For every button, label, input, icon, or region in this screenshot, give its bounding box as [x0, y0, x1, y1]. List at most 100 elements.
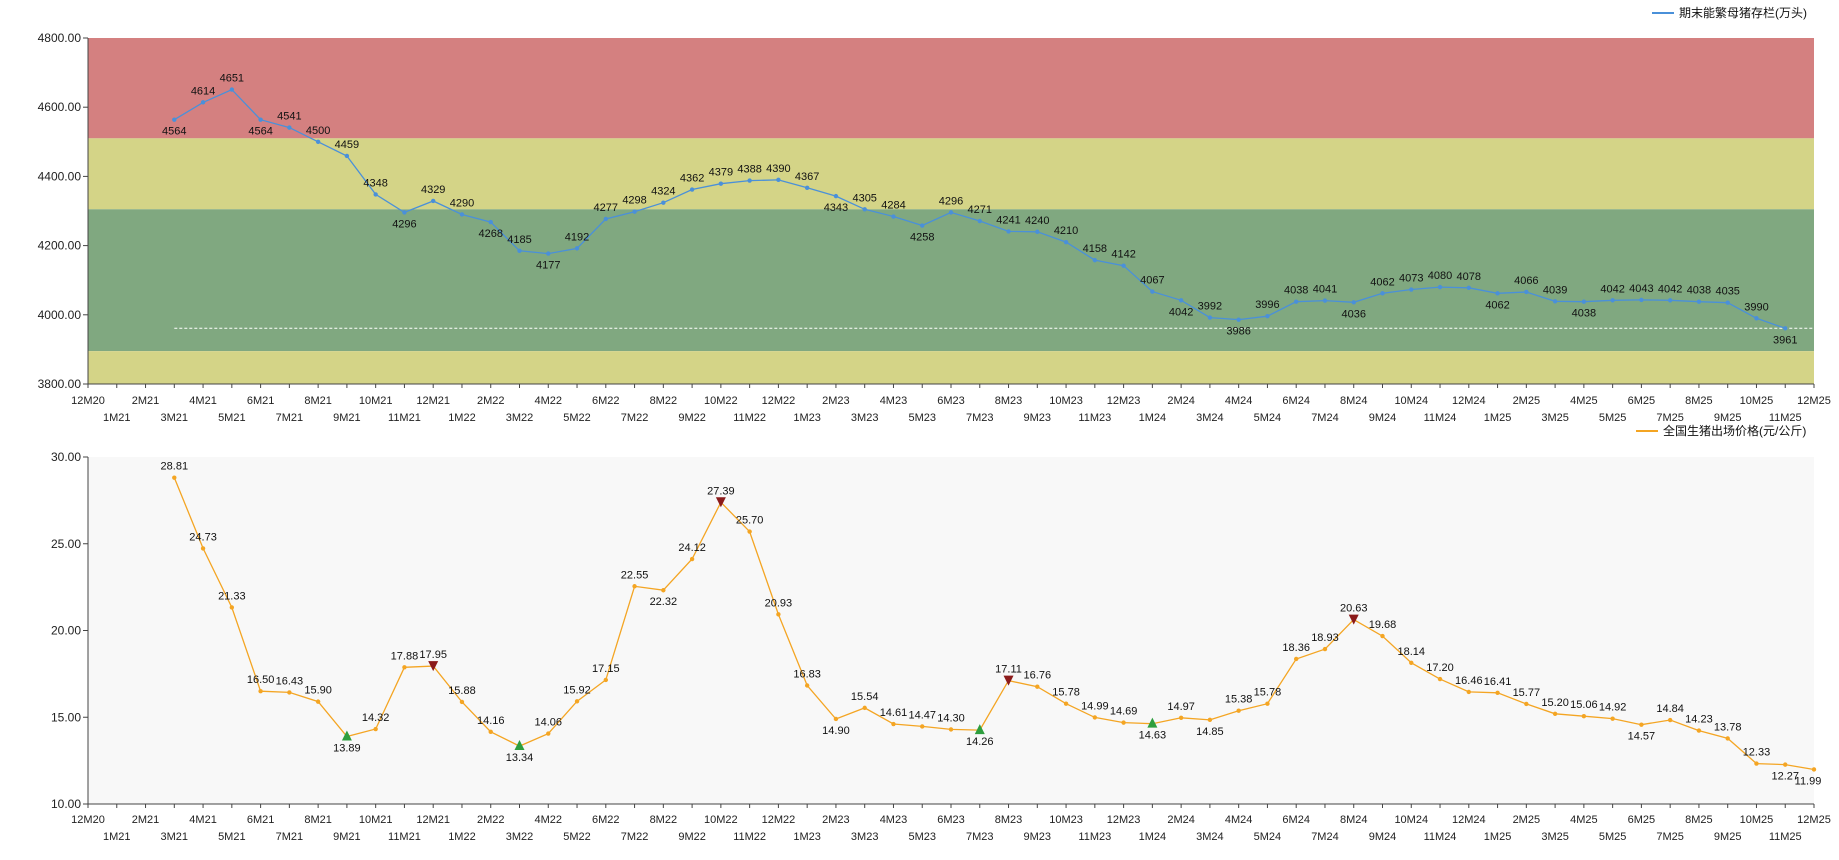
- x-tick-label: 12M20: [71, 395, 105, 407]
- x-tick-label: 2M25: [1513, 395, 1541, 407]
- data-label: 4298: [622, 195, 646, 207]
- data-label: 4038: [1572, 308, 1596, 320]
- band-3: [88, 351, 1814, 384]
- data-label: 4541: [277, 111, 301, 123]
- x-tick-label: 7M25: [1656, 831, 1684, 843]
- data-point: [574, 246, 580, 251]
- bottom-chart-hog-price: 10.0015.0020.0025.0030.0012M201M212M213M…: [51, 423, 1831, 843]
- x-tick-label: 6M25: [1628, 395, 1656, 407]
- data-point: [1322, 298, 1328, 303]
- x-tick-label: 10M24: [1394, 395, 1428, 407]
- x-tick-label: 1M23: [793, 831, 821, 843]
- data-label: 16.83: [793, 668, 821, 680]
- data-point: [1063, 239, 1069, 245]
- data-point: [488, 219, 493, 225]
- x-tick-label: 5M23: [908, 831, 936, 843]
- data-label: 4185: [507, 234, 531, 246]
- x-tick-label: 1M21: [103, 831, 131, 843]
- x-tick-label: 12M21: [416, 395, 450, 407]
- y-tick-label: 4200.00: [38, 239, 82, 253]
- data-label: 4268: [478, 228, 502, 240]
- data-label: 14.61: [880, 707, 908, 719]
- data-point: [718, 181, 724, 186]
- data-point: [287, 690, 292, 695]
- data-point: [1466, 689, 1472, 695]
- x-tick-label: 10M22: [704, 395, 738, 407]
- data-point: [1265, 701, 1270, 706]
- x-tick-label: 4M22: [535, 814, 563, 826]
- data-label: 4343: [824, 202, 848, 214]
- data-point: [1121, 720, 1126, 725]
- data-label: 14.16: [477, 715, 505, 727]
- data-label: 4042: [1658, 283, 1682, 295]
- data-point: [1178, 298, 1184, 303]
- data-label: 4067: [1140, 275, 1164, 287]
- data-point: [1495, 690, 1500, 695]
- data-label: 15.06: [1570, 699, 1598, 711]
- x-tick-label: 8M22: [650, 395, 678, 407]
- x-tick-label: 10M23: [1049, 395, 1083, 407]
- x-tick-label: 8M25: [1685, 814, 1713, 826]
- x-tick-label: 12M24: [1452, 395, 1486, 407]
- x-tick-label: 1M22: [448, 831, 476, 843]
- data-label: 11.99: [1795, 775, 1822, 787]
- x-tick-label: 3M23: [851, 412, 879, 424]
- data-label: 3961: [1773, 334, 1797, 346]
- data-label: 14.30: [937, 712, 965, 724]
- data-point: [776, 177, 781, 183]
- x-tick-label: 4M23: [880, 395, 908, 407]
- data-point: [1552, 711, 1558, 716]
- data-label: 16.50: [247, 674, 275, 686]
- x-tick-label: 9M23: [1024, 831, 1052, 843]
- data-label: 17.11: [995, 664, 1022, 676]
- x-tick-label: 6M22: [592, 814, 620, 826]
- data-label: 14.84: [1656, 703, 1684, 715]
- x-tick-label: 8M24: [1340, 814, 1368, 826]
- data-label: 19.68: [1369, 619, 1397, 631]
- data-point: [689, 556, 695, 562]
- x-tick-label: 5M24: [1254, 412, 1282, 424]
- data-label: 4192: [565, 231, 589, 243]
- data-point: [661, 200, 666, 205]
- x-tick-label: 1M21: [103, 412, 131, 424]
- data-point: [1754, 316, 1759, 321]
- data-label: 4564: [162, 126, 186, 138]
- data-label: 4041: [1313, 284, 1337, 296]
- data-point: [977, 218, 982, 224]
- data-point: [948, 727, 954, 732]
- top-chart-sow-inventory: 3800.00 4000.00 4200.00 4400.00 4600.00 4800.…: [38, 5, 1831, 424]
- data-point: [344, 153, 350, 159]
- data-point: [1696, 728, 1702, 733]
- data-label: 12.33: [1743, 747, 1771, 759]
- data-point: [1581, 714, 1587, 719]
- data-point: [229, 605, 235, 610]
- y-tick-label: 10.00: [51, 797, 81, 811]
- data-point: [488, 729, 493, 735]
- data-label: 20.93: [765, 597, 793, 609]
- x-tick-label: 3M21: [161, 412, 189, 424]
- data-label: 4388: [737, 164, 761, 176]
- data-point: [891, 721, 896, 727]
- data-point: [229, 87, 235, 92]
- x-tick-label: 11M24: [1424, 831, 1457, 843]
- data-label: 4066: [1514, 275, 1538, 287]
- data-point: [1552, 299, 1558, 304]
- data-label: 4651: [220, 73, 244, 85]
- data-point: [1437, 284, 1443, 290]
- x-tick-label: 5M23: [908, 412, 936, 424]
- y-tick-label: 4800.00: [38, 31, 82, 45]
- x-tick-label: 8M23: [995, 814, 1023, 826]
- data-point: [776, 612, 781, 617]
- data-point: [431, 198, 436, 204]
- data-point: [747, 529, 752, 534]
- x-tick-label: 1M23: [793, 412, 821, 424]
- x-tick-label: 3M25: [1541, 831, 1569, 843]
- x-tick-label: 11M21: [388, 412, 421, 424]
- data-label: 15.38: [1225, 694, 1253, 706]
- data-point: [1380, 291, 1385, 296]
- data-label: 4379: [709, 167, 733, 179]
- y-tick-label: 4600.00: [38, 100, 82, 114]
- data-label: 4271: [968, 204, 992, 216]
- x-tick-label: 11M25: [1769, 412, 1802, 424]
- data-label: 4062: [1485, 299, 1509, 311]
